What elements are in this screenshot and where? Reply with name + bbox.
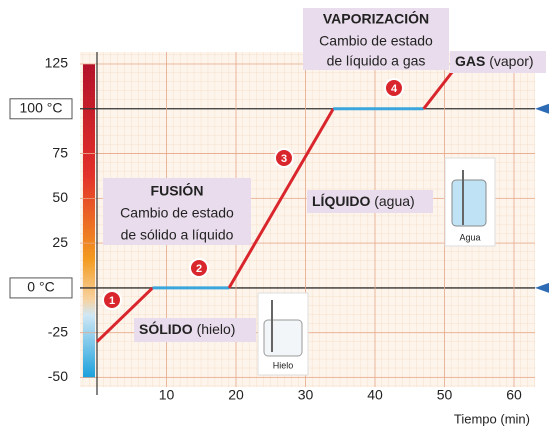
- ice-beaker: [264, 320, 302, 356]
- annotation-title: VAPORIZACIÓN: [323, 10, 429, 27]
- chart: -50 -25 0 °C 25 50 75 100 °C 125 10 20 30 40 50 60 Tie…: [0, 0, 557, 431]
- annotation-text: (vapor): [489, 53, 533, 69]
- arrow: [535, 104, 549, 114]
- step-marker-label: 1: [109, 295, 115, 307]
- annotation-title: GAS: [455, 53, 485, 69]
- y-tick-label: 125: [45, 55, 69, 71]
- y-tick-label: 25: [52, 234, 68, 250]
- annotation-text: de líquido a gas: [327, 53, 426, 69]
- annotation-text: (hielo): [197, 321, 236, 337]
- annotation-title: SÓLIDO: [139, 320, 193, 337]
- step-marker-label: 4: [391, 83, 398, 95]
- y-tick-label: -50: [48, 368, 68, 384]
- annotation-text: (agua): [374, 193, 414, 209]
- water-beaker: [452, 180, 486, 226]
- y-tick-label: 0 °C: [27, 279, 54, 295]
- annotation: SÓLIDO (hielo): [139, 320, 235, 337]
- x-axis-label: Tiempo (min): [454, 411, 530, 426]
- annotation-text: Cambio de estado: [120, 205, 234, 221]
- y-tick-label: 50: [52, 189, 68, 205]
- annotation-text: de sólido a líquido: [121, 227, 234, 243]
- annotation-text: Cambio de estado: [319, 33, 433, 49]
- annotation-title: FUSIÓN: [151, 182, 204, 199]
- arrow: [535, 283, 549, 293]
- annotation-title: LÍQUIDO: [312, 193, 370, 209]
- step-marker-label: 3: [281, 153, 287, 165]
- x-tick-label: 30: [298, 387, 314, 403]
- annotation: LÍQUIDO (agua): [312, 193, 415, 209]
- annotation: GAS (vapor): [455, 53, 534, 69]
- x-tick-label: 40: [367, 387, 383, 403]
- x-tick-label: 60: [506, 387, 522, 403]
- x-tick-label: 20: [228, 387, 244, 403]
- temperature-bar: [83, 64, 95, 378]
- y-tick-label: 75: [52, 144, 68, 160]
- x-tick-label: 50: [437, 387, 453, 403]
- y-tick-label: 100 °C: [20, 99, 63, 115]
- y-tick-label: -25: [48, 323, 68, 339]
- step-marker-label: 2: [196, 263, 202, 275]
- icon-label: Hielo: [273, 360, 294, 370]
- x-tick-label: 10: [159, 387, 175, 403]
- icon-label: Agua: [459, 232, 480, 242]
